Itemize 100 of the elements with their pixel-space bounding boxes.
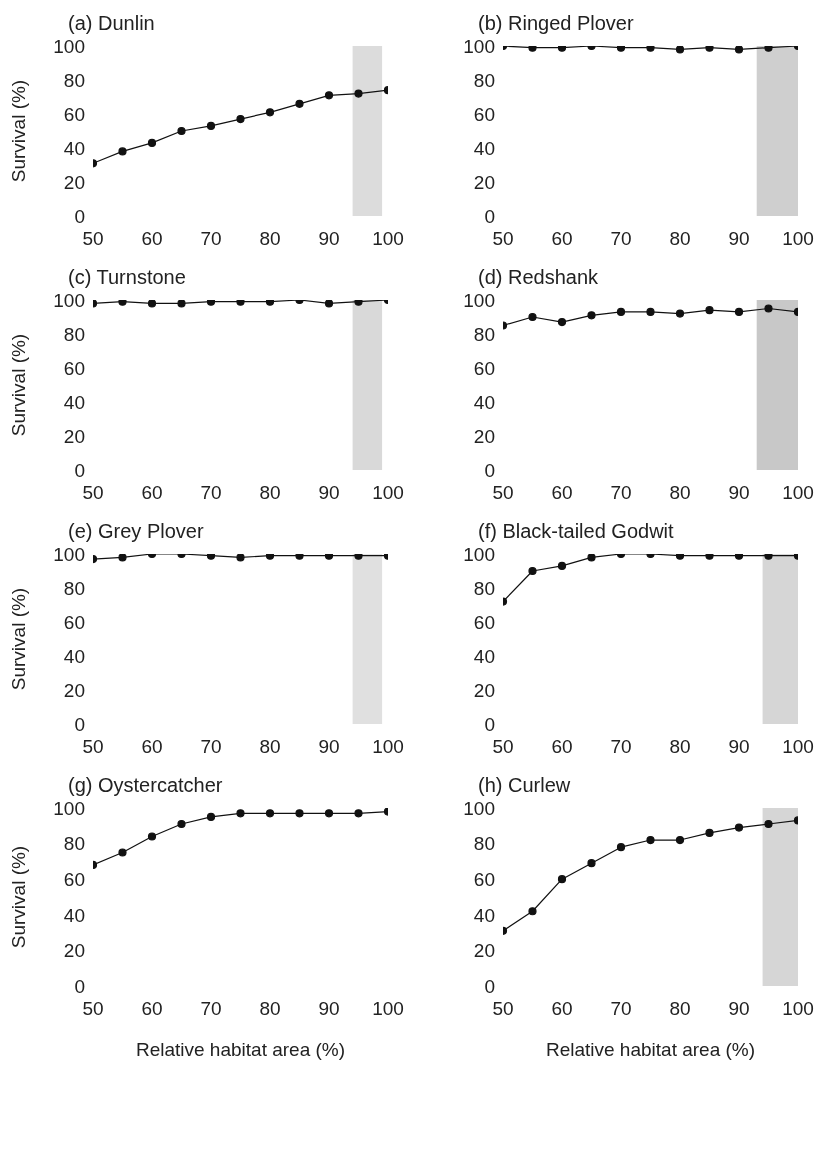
x-tick-label: 70 — [200, 228, 222, 250]
chart-title: (f) Black-tailed Godwit — [478, 520, 674, 542]
y-tick-label: 100 — [53, 289, 85, 311]
point — [528, 312, 537, 322]
y-axis-title: Survival (%) — [7, 587, 29, 691]
y-tick-label: 40 — [473, 137, 495, 159]
point — [295, 809, 304, 818]
y-axis-title: Survival (%) — [7, 333, 29, 437]
x-tick-label: 90 — [728, 736, 750, 758]
point — [265, 108, 275, 117]
point — [177, 819, 186, 829]
x-tick-label: 60 — [551, 998, 573, 1020]
y-tick-label: 0 — [74, 713, 85, 735]
x-tick-label: 80 — [259, 228, 281, 250]
point — [734, 823, 744, 832]
y-tick-label: 80 — [473, 833, 495, 855]
x-tick-label: 70 — [610, 228, 632, 250]
point — [557, 318, 567, 327]
x-axis-title: Relative habitat area (%) — [135, 1039, 346, 1060]
x-tick-label: 50 — [82, 998, 104, 1020]
x-tick-label: 90 — [318, 998, 340, 1020]
point — [147, 832, 157, 841]
y-tick-label: 40 — [63, 645, 85, 667]
point — [236, 809, 245, 818]
y-tick-label: 20 — [473, 940, 495, 962]
point — [147, 138, 157, 147]
point — [118, 147, 127, 156]
x-tick-label: 90 — [318, 228, 340, 250]
y-tick-label: 40 — [473, 645, 495, 667]
x-tick-label: 100 — [372, 736, 404, 758]
point — [177, 126, 186, 136]
x-tick-label: 100 — [372, 228, 404, 250]
x-tick-label: 70 — [200, 736, 222, 758]
point — [528, 907, 537, 916]
x-tick-label: 100 — [372, 998, 404, 1020]
x-tick-label: 50 — [492, 482, 514, 504]
x-tick-label: 90 — [318, 482, 340, 504]
x-tick-label: 100 — [372, 482, 404, 504]
point — [616, 843, 626, 852]
y-tick-label: 0 — [74, 975, 85, 997]
y-tick-label: 60 — [63, 868, 85, 890]
point — [705, 828, 714, 838]
x-tick-label: 50 — [82, 482, 104, 504]
chart-title: (c) Turnstone — [68, 266, 186, 288]
y-tick-label: 100 — [463, 289, 495, 311]
point — [675, 835, 685, 845]
x-tick-label: 50 — [492, 998, 514, 1020]
chart-title: (a) Dunlin — [68, 12, 155, 34]
x-tick-label: 70 — [610, 482, 632, 504]
y-tick-label: 80 — [473, 323, 495, 345]
y-tick-label: 80 — [63, 323, 85, 345]
point — [324, 809, 334, 818]
point — [646, 307, 655, 316]
point — [764, 304, 773, 313]
y-tick-label: 100 — [53, 797, 85, 819]
point — [354, 809, 363, 818]
point — [206, 121, 216, 130]
chart-title: (h) Curlew — [478, 774, 571, 796]
point — [354, 89, 363, 98]
y-tick-label: 0 — [484, 975, 495, 997]
point — [295, 99, 304, 108]
x-tick-label: 50 — [82, 228, 104, 250]
y-tick-label: 20 — [63, 171, 85, 193]
x-tick-label: 100 — [782, 736, 814, 758]
x-tick-label: 60 — [141, 736, 163, 758]
y-axis-title: Survival (%) — [7, 79, 29, 183]
point — [675, 309, 685, 318]
x-tick-label: 60 — [551, 482, 573, 504]
chart-title: (d) Redshank — [478, 266, 599, 288]
point — [118, 848, 127, 857]
point — [587, 859, 596, 868]
y-tick-label: 40 — [473, 391, 495, 413]
x-tick-label: 80 — [669, 736, 691, 758]
x-tick-label: 70 — [610, 998, 632, 1020]
y-axis-title: Survival (%) — [7, 845, 29, 949]
y-tick-label: 100 — [53, 35, 85, 57]
x-tick-label: 60 — [551, 228, 573, 250]
y-tick-label: 40 — [63, 137, 85, 159]
x-tick-label: 70 — [610, 736, 632, 758]
x-tick-label: 80 — [669, 228, 691, 250]
y-tick-label: 20 — [63, 679, 85, 701]
y-tick-label: 100 — [463, 35, 495, 57]
y-tick-label: 80 — [473, 577, 495, 599]
x-tick-label: 90 — [728, 482, 750, 504]
y-tick-label: 100 — [463, 543, 495, 565]
point — [705, 306, 714, 315]
y-tick-label: 0 — [74, 205, 85, 227]
y-tick-label: 80 — [63, 577, 85, 599]
y-tick-label: 60 — [63, 357, 85, 379]
x-tick-label: 60 — [551, 736, 573, 758]
point — [206, 812, 216, 821]
point — [734, 307, 744, 316]
y-tick-label: 80 — [63, 69, 85, 91]
y-tick-label: 20 — [63, 940, 85, 962]
x-tick-label: 50 — [492, 736, 514, 758]
x-tick-label: 70 — [200, 482, 222, 504]
y-tick-label: 60 — [473, 868, 495, 890]
y-tick-label: 0 — [484, 713, 495, 735]
chart-title: (b) Ringed Plover — [478, 12, 634, 34]
x-tick-label: 50 — [492, 228, 514, 250]
